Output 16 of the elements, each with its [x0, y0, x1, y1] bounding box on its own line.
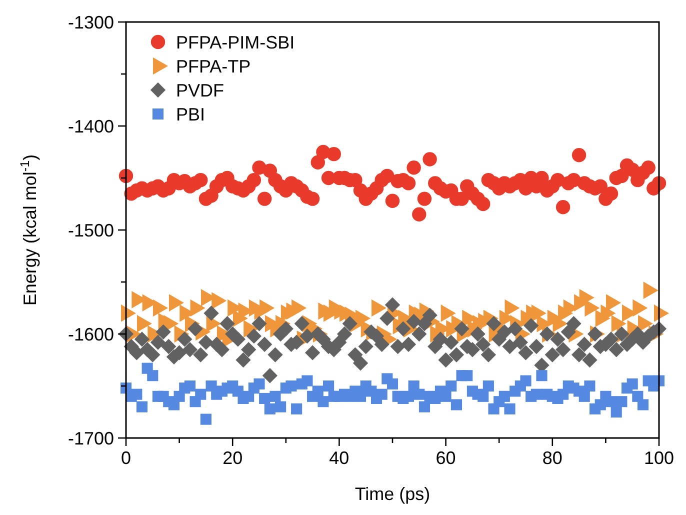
legend-label: PFPA-TP	[176, 56, 251, 76]
x-axis-title: Time (ps)	[354, 484, 430, 504]
y-tick-label: -1500	[68, 220, 114, 240]
legend-label: PBI	[176, 104, 206, 124]
y-tick-label: -1600	[68, 324, 114, 344]
y-tick-label: -1700	[68, 428, 114, 448]
y-tick-label: -1400	[68, 116, 114, 136]
y-tick-label: -1300	[68, 12, 114, 32]
legend-label: PVDF	[176, 80, 224, 100]
x-tick-label: 100	[644, 448, 674, 468]
x-tick-label: 80	[542, 448, 562, 468]
x-tick-label: 20	[222, 448, 243, 468]
x-tick-label: 40	[329, 448, 350, 468]
x-tick-label: 0	[120, 448, 132, 468]
legend-label: PFPA-PIM-SBI	[176, 32, 295, 52]
x-tick-label: 60	[436, 448, 456, 468]
